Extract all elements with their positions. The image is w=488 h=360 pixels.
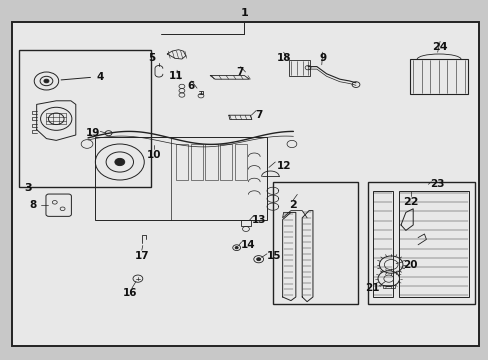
Text: 13: 13 — [251, 215, 266, 225]
Text: 4: 4 — [96, 72, 104, 82]
Bar — [241, 220, 250, 226]
Text: 10: 10 — [146, 150, 161, 160]
Text: 5: 5 — [148, 53, 155, 63]
Text: 2: 2 — [289, 200, 297, 210]
Bar — [176, 144, 188, 180]
Text: 21: 21 — [365, 283, 379, 293]
Bar — [190, 144, 203, 180]
Bar — [398, 191, 468, 297]
Bar — [367, 182, 474, 304]
Bar — [205, 144, 217, 180]
Circle shape — [235, 247, 238, 249]
Text: 23: 23 — [429, 179, 444, 189]
Circle shape — [256, 258, 260, 261]
Text: 12: 12 — [276, 161, 290, 171]
Text: 24: 24 — [431, 42, 447, 52]
Text: 19: 19 — [85, 128, 100, 138]
Text: 3: 3 — [24, 183, 32, 193]
Circle shape — [115, 158, 124, 166]
Bar — [272, 182, 358, 304]
Text: 22: 22 — [402, 197, 418, 207]
Text: 8: 8 — [30, 200, 37, 210]
Text: 1: 1 — [240, 8, 248, 18]
Bar — [234, 144, 246, 180]
Text: 15: 15 — [266, 251, 281, 261]
Bar — [289, 60, 309, 76]
Bar — [95, 137, 266, 220]
Text: 16: 16 — [122, 288, 137, 298]
Bar — [382, 285, 394, 288]
Text: 6: 6 — [187, 81, 194, 91]
Text: 14: 14 — [241, 240, 255, 250]
Bar — [372, 191, 392, 297]
Text: 7: 7 — [235, 67, 243, 77]
Text: 17: 17 — [134, 251, 149, 261]
Text: 9: 9 — [319, 53, 325, 63]
Bar — [409, 59, 468, 94]
Text: 7: 7 — [255, 110, 263, 120]
Bar — [220, 144, 232, 180]
Text: 20: 20 — [403, 260, 417, 270]
Bar — [19, 50, 150, 187]
Circle shape — [44, 79, 49, 83]
Text: 11: 11 — [168, 71, 183, 81]
Text: 18: 18 — [276, 53, 290, 63]
